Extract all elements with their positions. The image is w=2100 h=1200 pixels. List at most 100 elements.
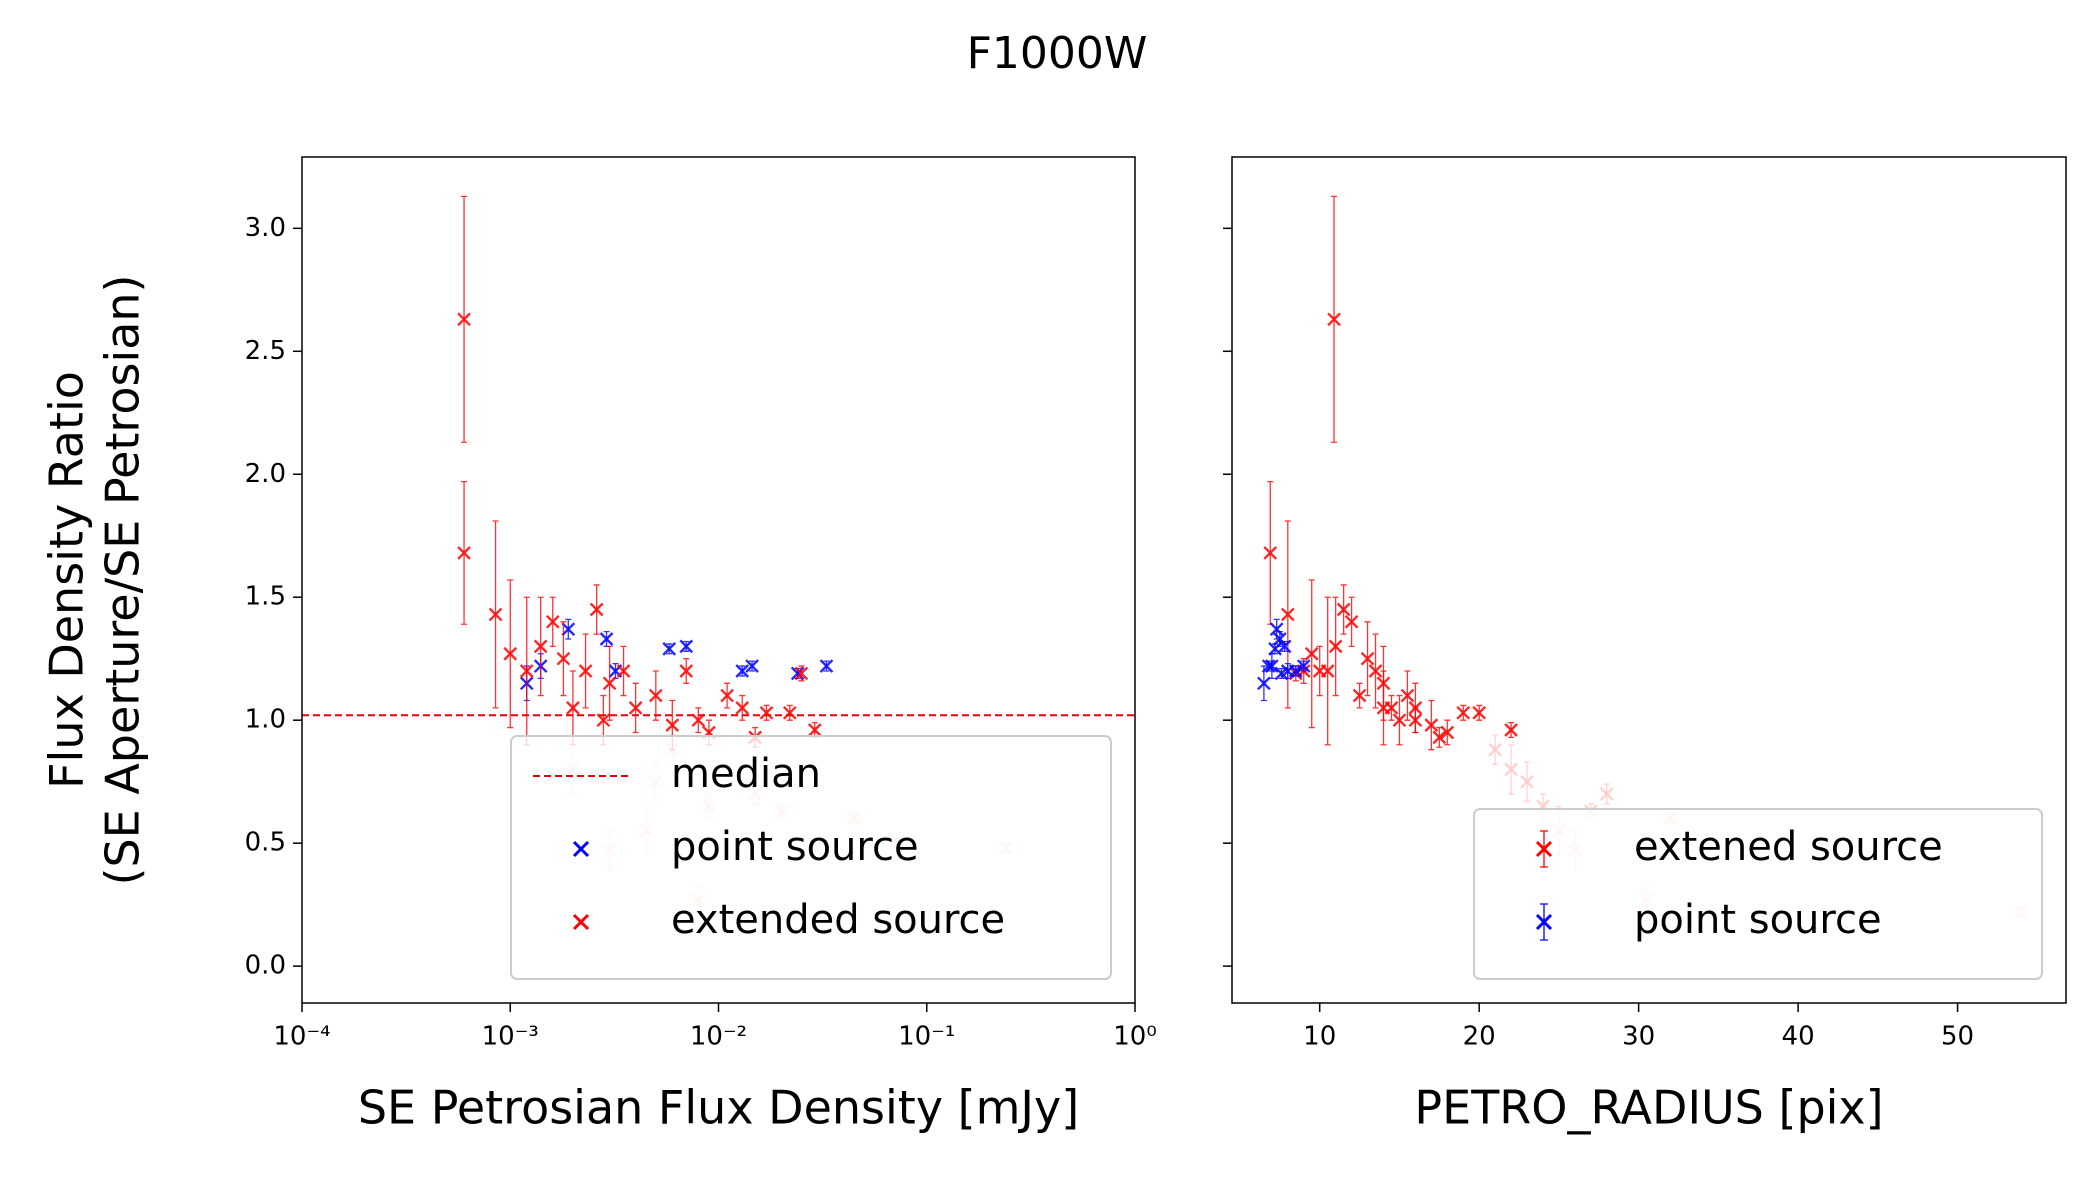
marker	[759, 705, 774, 720]
marker	[1257, 676, 1271, 691]
marker	[648, 688, 663, 703]
marker	[679, 664, 694, 678]
legend-swatch	[572, 913, 590, 931]
marker	[1488, 742, 1502, 757]
marker	[1344, 614, 1359, 629]
marker	[628, 701, 643, 715]
data-layer	[1257, 195, 2029, 919]
x-axis-label: SE Petrosian Flux Density [mJy]	[358, 1081, 1079, 1135]
x-tick-label: 10	[1303, 1022, 1336, 1052]
marker	[1296, 659, 1311, 673]
marker	[782, 705, 797, 720]
plot-area: 10⁻⁴ 10⁻³ 10⁻² 10⁻¹ 10⁰ 0.0 0.5 1.0 1.5 2.0 2.5 3.0…	[40, 156, 1157, 1135]
marker	[519, 664, 534, 678]
marker	[488, 607, 503, 622]
y-tick-label: 1.0	[245, 705, 286, 735]
marker	[1504, 723, 1518, 737]
legend-label: extened source	[1634, 824, 1943, 870]
marker	[457, 312, 471, 327]
marker	[578, 664, 593, 678]
marker	[1424, 718, 1439, 732]
marker	[1312, 664, 1327, 678]
marker	[1440, 725, 1455, 740]
legend-errorbar	[1540, 903, 1548, 941]
x-tick-label: 40	[1782, 1022, 1815, 1052]
y-tick-label: 1.5	[245, 582, 286, 612]
marker	[1520, 774, 1534, 789]
x-tick-label: 10⁻⁴	[273, 1022, 330, 1052]
marker	[599, 632, 614, 646]
marker	[1272, 632, 1287, 646]
marker	[503, 646, 518, 661]
marker	[1376, 676, 1391, 691]
x-tick-label: 10⁰	[1113, 1022, 1157, 1052]
legend-label: point source	[671, 824, 919, 870]
axes-frame	[1231, 156, 2067, 1004]
legend-swatch	[572, 840, 590, 858]
marker	[589, 602, 604, 617]
axes-frame	[301, 156, 1136, 1004]
marker	[602, 676, 617, 691]
marker	[1288, 664, 1303, 678]
marker	[679, 639, 694, 654]
marker	[735, 701, 750, 715]
marker	[1280, 607, 1295, 622]
marker	[533, 639, 548, 654]
marker	[1265, 659, 1279, 673]
legend-label: extended source	[671, 897, 1005, 943]
legend-errorbar	[1540, 830, 1548, 868]
marker	[819, 659, 834, 673]
marker	[662, 642, 677, 656]
marker	[1400, 688, 1415, 703]
legend-box	[1473, 808, 2043, 980]
marker	[720, 688, 734, 703]
marker	[1456, 705, 1471, 720]
marker	[794, 666, 809, 681]
y-tick-label: 0.0	[245, 951, 286, 981]
marker	[1392, 713, 1407, 728]
marker	[1504, 762, 1518, 777]
marker	[1599, 787, 1614, 801]
marker	[616, 664, 631, 678]
x-tick-label: 20	[1463, 1022, 1496, 1052]
marker	[807, 723, 822, 737]
y-tick-label: 2.5	[245, 336, 286, 366]
marker	[665, 718, 680, 732]
y-tick-label: 3.0	[245, 213, 286, 243]
marker	[566, 701, 580, 715]
x-tick-label: 10⁻¹	[898, 1022, 955, 1052]
x-tick-label: 10⁻³	[482, 1022, 539, 1052]
plot-area: 10 20 30 40 50 PETRO_RADIUS [pix] extened sour…	[1223, 156, 2067, 1135]
x-axis-label: PETRO_RADIUS [pix]	[1414, 1081, 1883, 1135]
marker	[1268, 642, 1282, 656]
x-tick-label: 50	[1941, 1022, 1974, 1052]
marker	[1432, 730, 1447, 745]
marker	[1408, 713, 1423, 728]
figure-title: F1000W	[967, 28, 1148, 79]
marker	[1360, 651, 1375, 666]
marker	[1269, 622, 1284, 637]
marker	[1368, 664, 1383, 678]
y-tick-label: 2.0	[245, 459, 286, 489]
marker	[545, 614, 560, 629]
marker	[1472, 705, 1487, 720]
marker	[1263, 546, 1278, 560]
marker	[745, 659, 759, 673]
y-axis-label: (SE Aperture/SE Petrosian)	[96, 274, 150, 885]
marker	[457, 546, 471, 560]
marker	[1274, 666, 1289, 681]
legend-label: median	[671, 751, 821, 797]
marker	[596, 713, 611, 728]
legend-label: point source	[1634, 897, 1882, 943]
marker	[1277, 639, 1292, 654]
y-tick-label: 0.5	[245, 828, 286, 858]
x-tick-label: 30	[1622, 1022, 1655, 1052]
y-axis-label: Flux Density Ratio	[40, 371, 94, 789]
marker	[1304, 646, 1319, 661]
legend-box	[510, 735, 1112, 980]
marker	[1328, 639, 1343, 654]
marker	[1352, 688, 1367, 703]
marker	[1336, 602, 1351, 617]
